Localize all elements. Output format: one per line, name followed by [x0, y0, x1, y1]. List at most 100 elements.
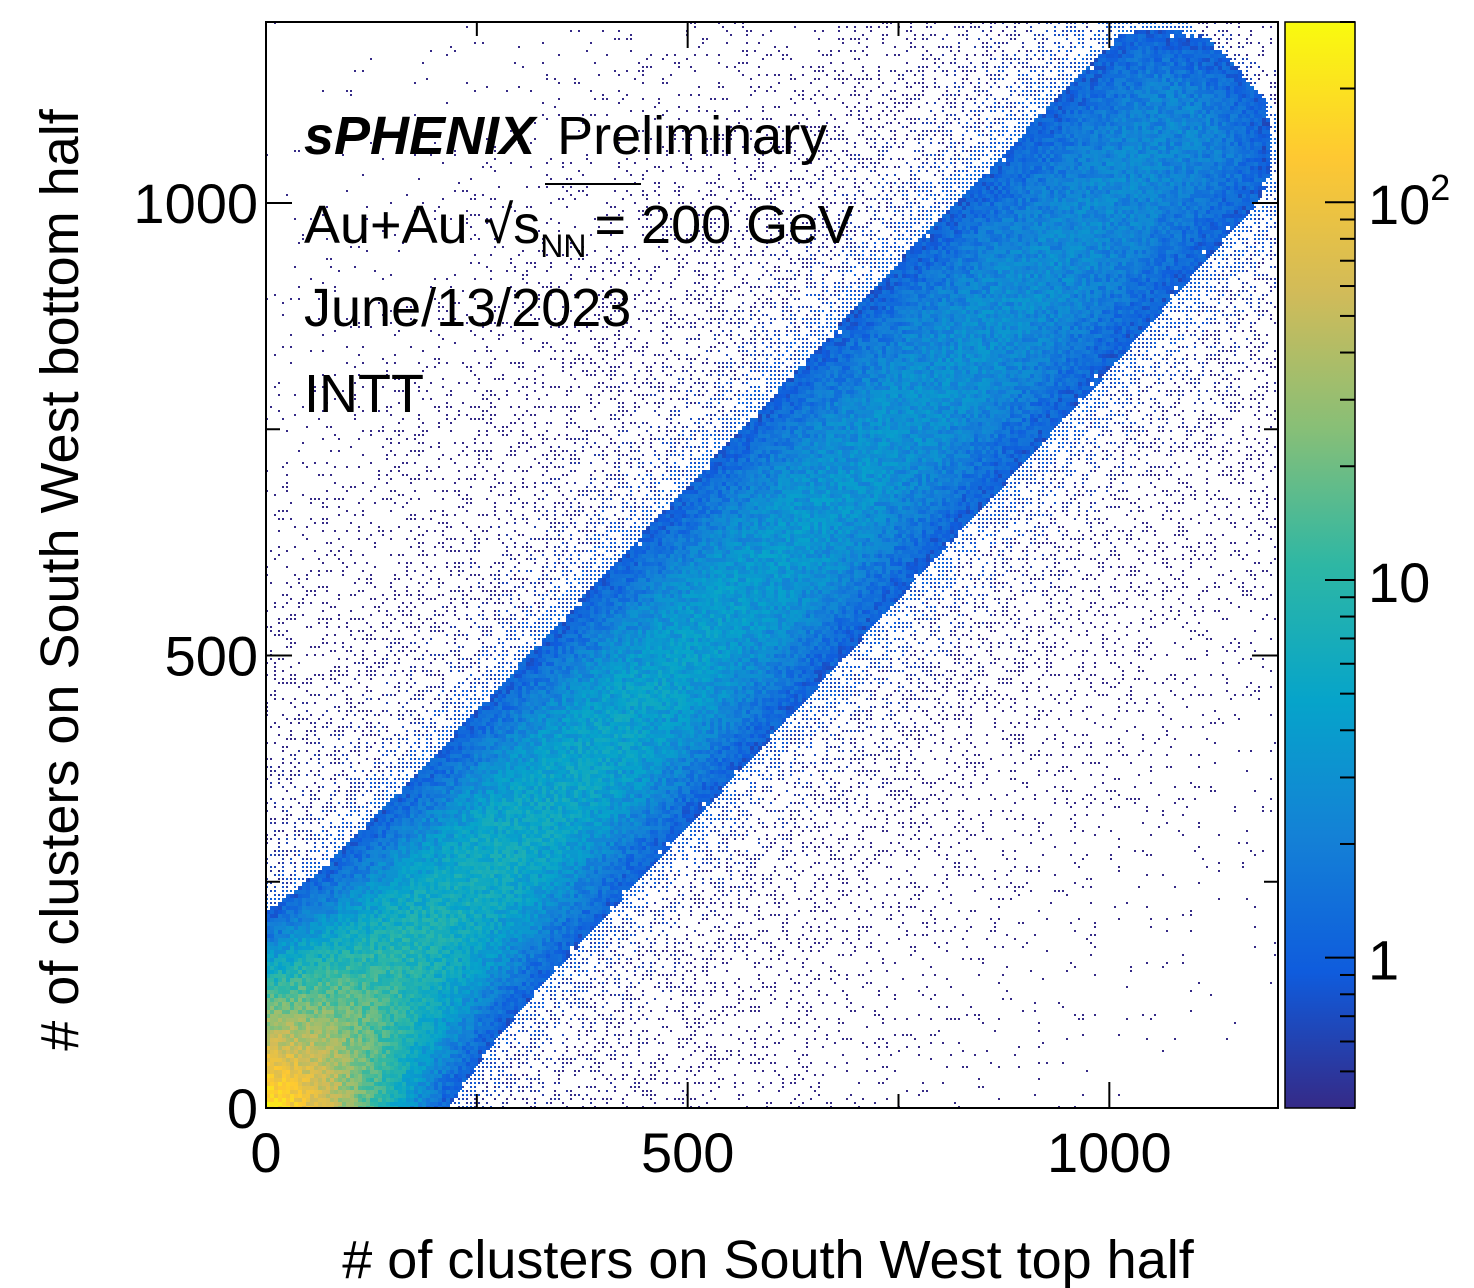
heatmap-cell: [282, 1070, 286, 1074]
heatmap-cell: [450, 878, 454, 882]
heatmap-cell: [290, 1014, 294, 1018]
heatmap-cell: [330, 754, 332, 756]
heatmap-cell: [346, 926, 350, 930]
heatmap-cell: [442, 1082, 446, 1086]
heatmap-cell: [446, 406, 448, 408]
heatmap-cell: [314, 462, 316, 464]
heatmap-cell: [410, 950, 414, 954]
heatmap-cell: [406, 866, 410, 870]
heatmap-cell: [306, 654, 308, 656]
heatmap-cell: [350, 798, 352, 800]
heatmap-cell: [266, 922, 270, 926]
heatmap-cell: [430, 886, 434, 890]
heatmap-cell: [366, 1062, 370, 1066]
heatmap-cell: [350, 762, 352, 764]
heatmap-cell: [346, 1042, 350, 1046]
heatmap-cell: [378, 994, 382, 998]
heatmap-cell: [430, 842, 434, 846]
heatmap-cell: [386, 894, 390, 898]
heatmap-cell: [358, 738, 360, 740]
heatmap-cell: [330, 806, 332, 808]
heatmap-cell: [334, 434, 336, 436]
heatmap-cell: [402, 430, 404, 432]
heatmap-cell: [270, 966, 274, 970]
heatmap-cell: [338, 934, 342, 938]
heatmap-cell: [338, 598, 340, 600]
heatmap-cell: [414, 906, 418, 910]
heatmap-cell: [414, 854, 418, 858]
heatmap-cell: [430, 946, 434, 950]
heatmap-cell: [366, 806, 368, 808]
heatmap-cell: [410, 758, 412, 760]
heatmap-cell: [438, 358, 440, 360]
heatmap-cell: [418, 454, 420, 456]
heatmap-cell: [294, 266, 296, 268]
heatmap-cell: [310, 1030, 314, 1034]
heatmap-cell: [410, 886, 414, 890]
heatmap-cell: [402, 986, 406, 990]
heatmap-cell: [382, 794, 384, 796]
heatmap-cell: [370, 634, 372, 636]
heatmap-cell: [310, 1062, 314, 1066]
heatmap-cell: [378, 1058, 382, 1062]
heatmap-cell: [326, 586, 328, 588]
heatmap-cell: [354, 798, 356, 800]
heatmap-cell: [410, 346, 412, 348]
heatmap-cell: [370, 850, 374, 854]
heatmap-cell: [434, 1022, 438, 1026]
heatmap-cell: [330, 914, 334, 918]
heatmap-cell: [410, 934, 414, 938]
heatmap-cell: [322, 334, 324, 336]
heatmap-cell: [390, 1034, 394, 1038]
heatmap-cell: [338, 890, 342, 894]
heatmap-cell: [414, 886, 418, 890]
heatmap-cell: [434, 758, 438, 762]
heatmap-cell: [434, 946, 438, 950]
heatmap-cell: [342, 910, 346, 914]
heatmap-cell: [410, 898, 414, 902]
heatmap-cell: [326, 854, 328, 856]
heatmap-cell: [358, 970, 362, 974]
heatmap-cell: [278, 838, 280, 840]
heatmap-cell: [362, 1102, 366, 1106]
heatmap-cell: [422, 914, 426, 918]
heatmap-cell: [362, 942, 366, 946]
heatmap-cell: [310, 970, 314, 974]
heatmap-cell: [298, 714, 300, 716]
heatmap-cell: [302, 994, 306, 998]
heatmap-cell: [342, 974, 346, 978]
heatmap-cell: [402, 1014, 406, 1018]
heatmap-cell: [358, 1034, 362, 1038]
heatmap-cell: [302, 934, 306, 938]
heatmap-cell: [306, 1022, 310, 1026]
heatmap-cell: [314, 910, 318, 914]
heatmap-cell: [342, 1022, 346, 1026]
heatmap-cell: [406, 830, 410, 834]
heatmap-cell: [450, 770, 454, 774]
heatmap-cell: [278, 518, 280, 520]
heatmap-cell: [446, 562, 448, 564]
heatmap-cell: [270, 958, 274, 962]
heatmap-cell: [442, 918, 446, 922]
heatmap-cell: [374, 1038, 378, 1042]
heatmap-cell: [390, 614, 392, 616]
heatmap-cell: [406, 906, 410, 910]
heatmap-cell: [402, 954, 406, 958]
heatmap-cell: [442, 834, 446, 838]
heatmap-cell: [390, 862, 394, 866]
heatmap-cell: [322, 90, 324, 92]
heatmap-cell: [286, 890, 288, 892]
heatmap-cell: [350, 986, 354, 990]
heatmap-cell: [346, 822, 348, 824]
heatmap-cell: [286, 902, 290, 906]
heatmap-cell: [302, 974, 306, 978]
heatmap-cell: [442, 842, 446, 846]
heatmap-cell: [374, 662, 376, 664]
heatmap-cell: [354, 1094, 358, 1098]
heatmap-cell: [446, 742, 450, 746]
heatmap-cell: [438, 654, 440, 656]
heatmap-cell: [346, 942, 350, 946]
heatmap-cell: [442, 1090, 446, 1094]
heatmap-cell: [394, 826, 398, 830]
heatmap-cell: [294, 914, 298, 918]
